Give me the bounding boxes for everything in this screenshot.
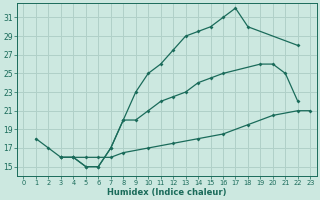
X-axis label: Humidex (Indice chaleur): Humidex (Indice chaleur)	[107, 188, 227, 197]
